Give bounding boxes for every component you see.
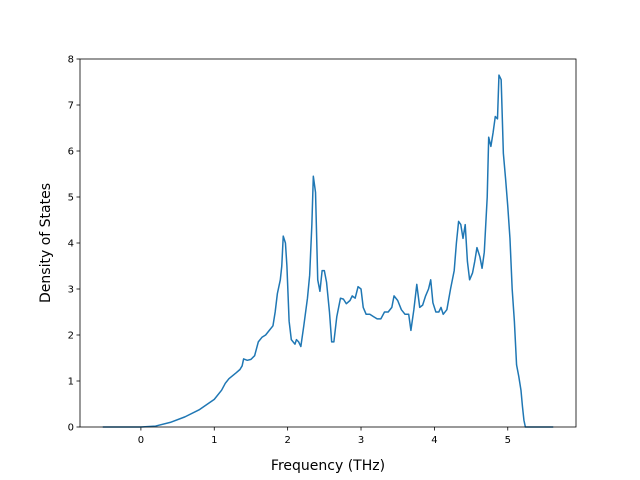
x-axis-label: Frequency (THz) — [271, 458, 385, 474]
y-tick-label: 5 — [68, 193, 74, 204]
y-axis-label: Density of States — [38, 183, 54, 303]
x-tick-label: 0 — [138, 435, 144, 446]
axes-frame — [79, 58, 577, 428]
dos-line — [102, 74, 554, 428]
y-tick-label: 8 — [68, 55, 74, 66]
x-tick-label: 3 — [358, 435, 364, 446]
x-tick-label: 1 — [211, 435, 217, 446]
y-tick-label: 1 — [68, 377, 74, 388]
x-tick-label: 4 — [431, 435, 437, 446]
y-tick-label: 4 — [68, 239, 74, 250]
y-tick-label: 7 — [68, 101, 74, 112]
x-tick-label: 2 — [284, 435, 290, 446]
y-tick-label: 2 — [68, 331, 74, 342]
y-tick-label: 6 — [68, 147, 74, 158]
x-tick-label: 5 — [505, 435, 511, 446]
y-tick-label: 0 — [68, 423, 74, 434]
y-tick-label: 3 — [68, 285, 74, 296]
